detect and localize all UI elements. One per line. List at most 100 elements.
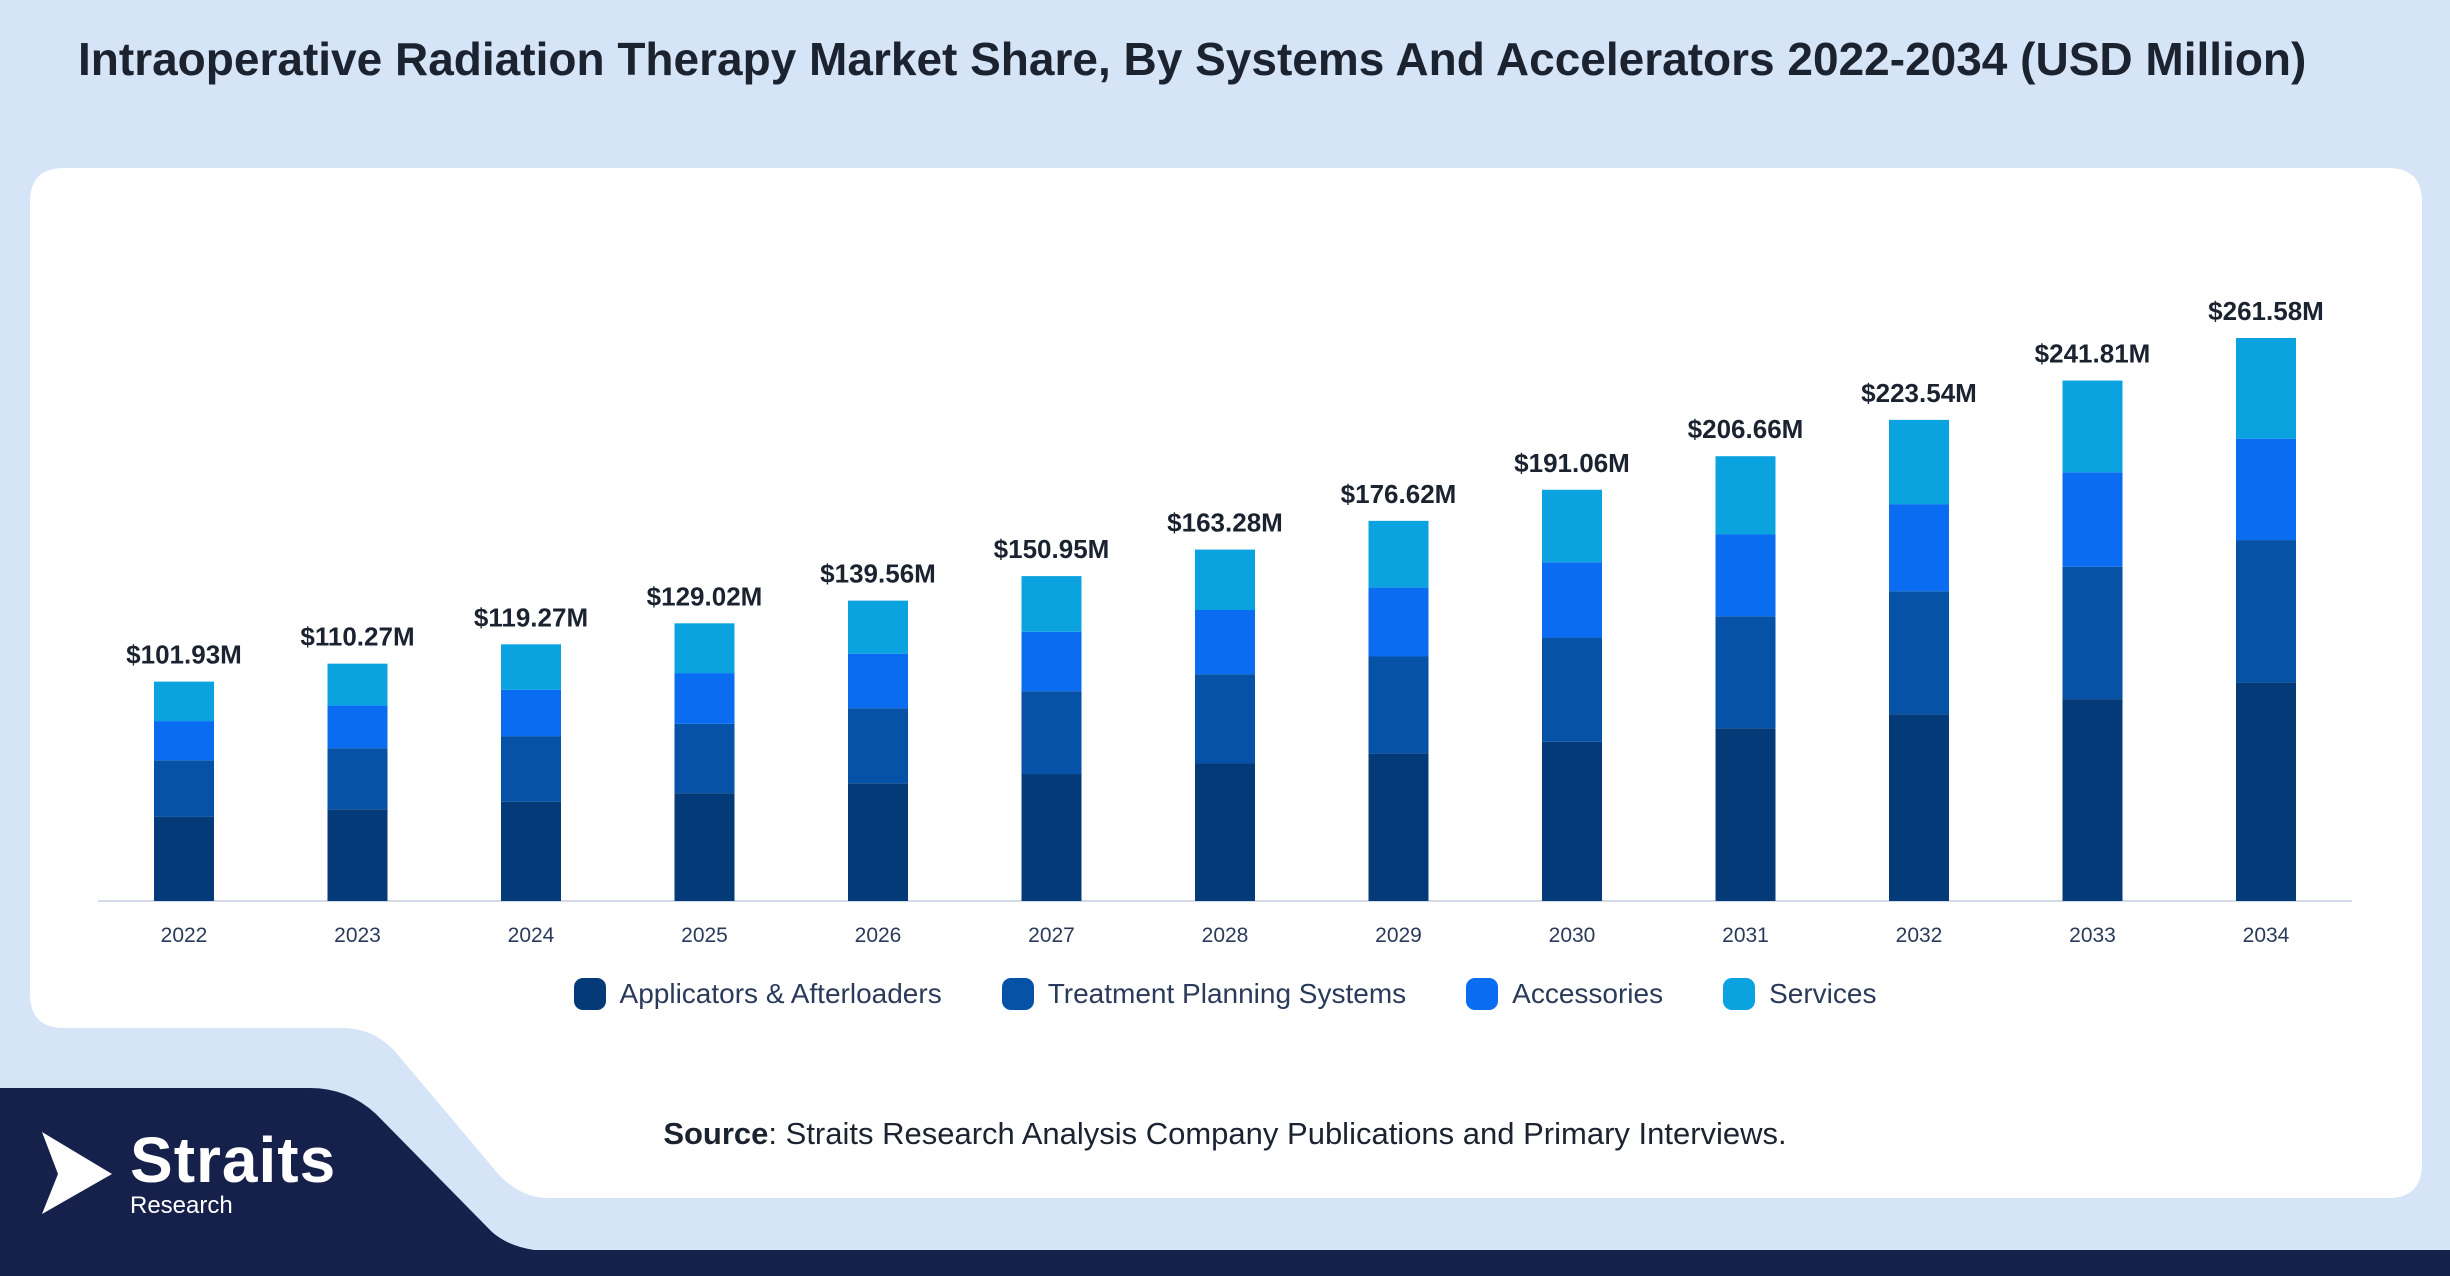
x-tick-label-2024: 2024 <box>508 924 555 947</box>
source-label: Source <box>663 1116 769 1151</box>
value-label-2032: $223.54M <box>1861 378 1977 408</box>
legend-swatch <box>1723 978 1756 1010</box>
x-tick-label-2028: 2028 <box>1202 924 1249 947</box>
bar-2029-series-3 <box>1368 587 1429 657</box>
legend-item-3: Accessories <box>1466 978 1663 1010</box>
bar-2032-series-3 <box>1889 504 1949 592</box>
value-label-2029: $176.62M <box>1341 479 1457 509</box>
bar-2023-series-2 <box>327 748 388 810</box>
bar-2028-series-3 <box>1195 610 1255 675</box>
bar-2025-series-4 <box>674 623 735 674</box>
legend-item-1: Applicators & Afterloaders <box>573 978 942 1010</box>
bar-2022-series-4 <box>154 681 214 722</box>
bar-2034-series-1 <box>2236 682 2296 901</box>
bar-2026-series-2 <box>848 708 908 784</box>
legend-label: Accessories <box>1512 978 1664 1009</box>
legend-swatch <box>1001 978 1034 1010</box>
bar-2028-series-4 <box>1195 549 1255 611</box>
legend-item-2: Treatment Planning Systems <box>1001 978 1407 1010</box>
bar-2027-series-4 <box>1021 576 1082 632</box>
value-label-2024: $119.27M <box>474 602 588 632</box>
bar-2024-series-3 <box>501 689 561 737</box>
x-tick-label-2034: 2034 <box>2243 924 2290 947</box>
legend: Applicators & Afterloaders Treatment Plan… <box>0 978 2450 1010</box>
x-tick-labels-group: 2022 2023 2024 2025 2026 2027 2028 2029 2030 2031… <box>161 924 2290 947</box>
legend-item-4: Services <box>1723 978 1876 1010</box>
bar-2032-series-1 <box>1889 714 1949 901</box>
value-label-2023: $110.27M <box>300 622 414 652</box>
straits-research-logo: Straits Research <box>36 1128 336 1218</box>
bar-2033-series-4 <box>2062 380 2123 473</box>
bar-2026-series-1 <box>848 783 908 901</box>
value-label-2033: $241.81M <box>2035 339 2151 369</box>
bar-2027-series-1 <box>1021 774 1082 901</box>
legend-label: Services <box>1769 978 1877 1009</box>
bar-2029-series-2 <box>1368 656 1429 754</box>
logo-name: Straits <box>130 1124 337 1196</box>
page-title: Intraoperative Radiation Therapy Market … <box>78 33 2307 85</box>
value-label-2030: $191.06M <box>1514 448 1630 478</box>
bar-2026-series-3 <box>848 653 908 709</box>
source-note: Source: Straits Research Analysis Compan… <box>0 1116 2450 1152</box>
legend-label: Applicators & Afterloaders <box>619 978 942 1009</box>
value-label-2034: $261.58M <box>2208 296 2324 326</box>
bar-2022-series-2 <box>154 760 214 817</box>
bar-2034-series-4 <box>2236 338 2296 439</box>
bar-2024-series-4 <box>501 644 561 690</box>
x-tick-label-2025: 2025 <box>681 924 728 947</box>
x-tick-label-2022: 2022 <box>161 924 208 947</box>
x-tick-label-2033: 2033 <box>2069 924 2116 947</box>
bar-2033-series-2 <box>2062 566 2123 700</box>
bar-2027-series-3 <box>1021 631 1082 692</box>
bar-2031-series-4 <box>1715 456 1776 535</box>
value-label-2026: $139.56M <box>820 559 936 589</box>
x-tick-label-2030: 2030 <box>1549 924 1596 947</box>
value-labels-group: $101.93M $110.27M $119.27M $129.02M $139.56M… <box>126 296 2324 670</box>
bar-2034-series-2 <box>2236 540 2296 683</box>
bar-2032-series-2 <box>1889 591 1949 715</box>
bar-2034-series-3 <box>2236 438 2296 541</box>
x-tick-label-2026: 2026 <box>855 924 902 947</box>
bar-2027-series-2 <box>1021 691 1082 775</box>
logo-subtitle: Research <box>130 1192 233 1219</box>
x-tick-label-2031: 2031 <box>1722 924 1769 947</box>
bar-2023-series-3 <box>327 705 388 749</box>
bars-group <box>154 338 2296 901</box>
bar-2029-series-1 <box>1368 753 1429 901</box>
value-label-2025: $129.02M <box>647 581 763 611</box>
bar-2022-series-1 <box>154 816 214 901</box>
x-tick-label-2027: 2027 <box>1028 924 1075 947</box>
bar-2033-series-1 <box>2062 699 2123 901</box>
bar-2031-series-1 <box>1715 728 1776 901</box>
bar-2023-series-4 <box>327 663 388 706</box>
bar-2028-series-1 <box>1195 763 1255 901</box>
value-label-2027: $150.95M <box>994 534 1110 564</box>
value-label-2028: $163.28M <box>1167 508 1283 538</box>
x-tick-label-2032: 2032 <box>1896 924 1943 947</box>
bar-2031-series-2 <box>1715 616 1776 729</box>
x-tick-label-2029: 2029 <box>1375 924 1422 947</box>
bar-2030-series-4 <box>1542 489 1602 563</box>
bar-2026-series-4 <box>848 600 908 654</box>
bar-2030-series-3 <box>1542 562 1602 638</box>
value-label-2031: $206.66M <box>1688 414 1804 444</box>
bar-2024-series-2 <box>501 736 561 802</box>
bar-2033-series-3 <box>2062 472 2123 567</box>
bar-2032-series-4 <box>1889 419 1949 505</box>
bar-2025-series-1 <box>674 793 735 901</box>
bar-2030-series-1 <box>1542 741 1602 901</box>
bar-2028-series-2 <box>1195 674 1255 764</box>
bar-2024-series-1 <box>501 801 561 901</box>
bar-2025-series-2 <box>674 723 735 794</box>
bar-2022-series-3 <box>154 721 214 761</box>
footer-band <box>0 1088 2450 1276</box>
bar-2025-series-3 <box>674 673 735 724</box>
legend-label: Treatment Planning Systems <box>1047 978 1407 1009</box>
bar-2030-series-2 <box>1542 637 1602 742</box>
bar-2023-series-1 <box>327 809 388 901</box>
value-label-2022: $101.93M <box>126 640 242 670</box>
logo-arrow-icon <box>42 1132 112 1214</box>
legend-swatch <box>573 978 606 1010</box>
bar-2031-series-3 <box>1715 534 1776 617</box>
